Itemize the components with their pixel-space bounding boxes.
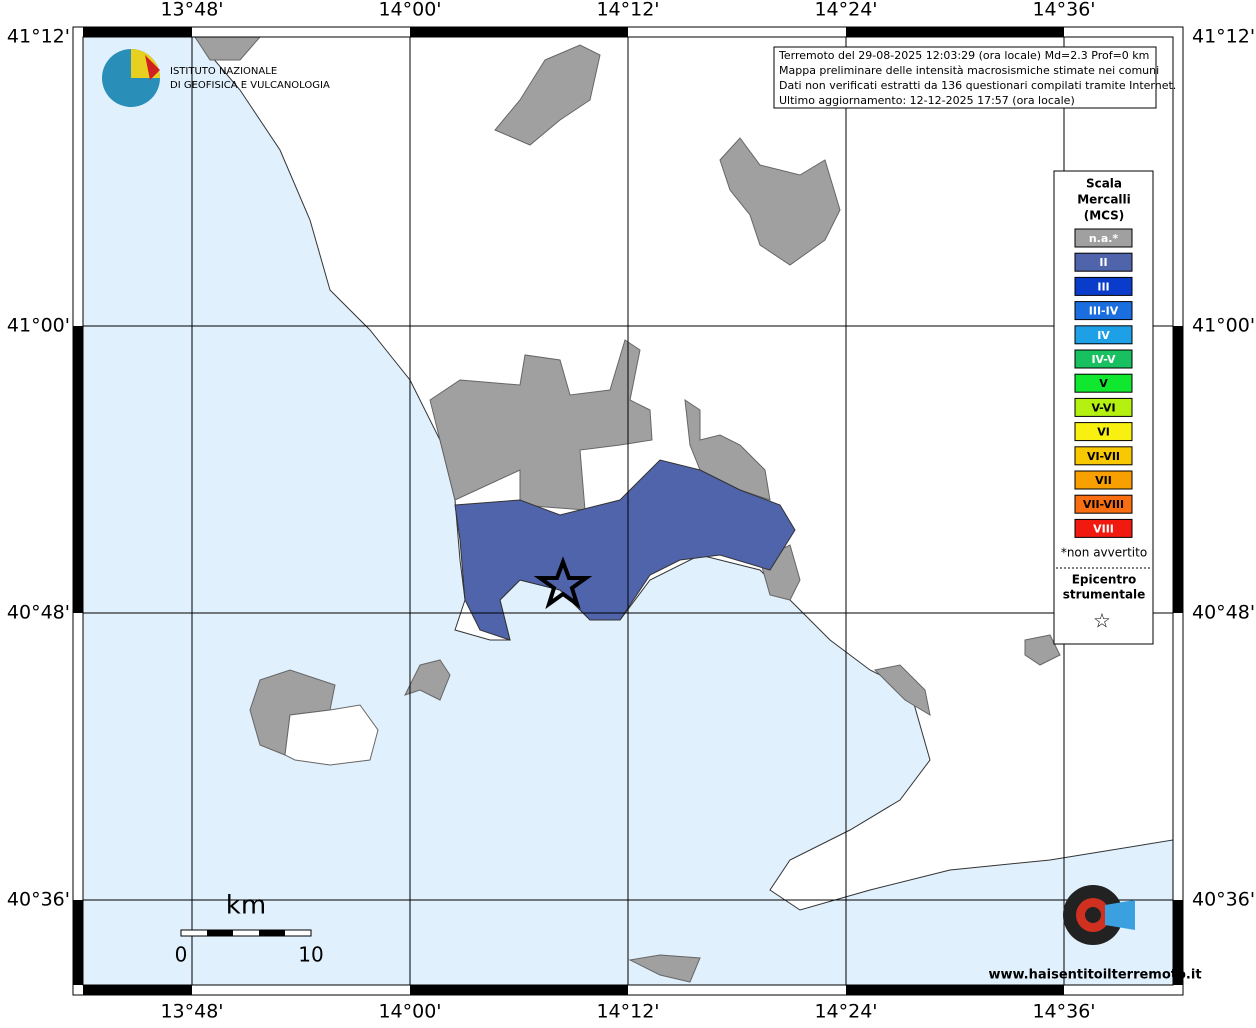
lon-label: 14°00' [378, 1001, 441, 1023]
logo-globe [102, 49, 160, 107]
scale-bar [180, 929, 312, 937]
legend-swatch [1074, 276, 1133, 296]
lon-label: 14°24' [814, 1001, 877, 1023]
legend-epicenter-symbol: ☆ [1093, 609, 1111, 633]
lon-label: 14°36' [1032, 0, 1095, 21]
lon-label: 14°24' [814, 0, 877, 21]
legend-swatch [1074, 325, 1133, 345]
lat-label: 40°48' [7, 602, 70, 624]
scale-unit: km [226, 891, 266, 921]
logo-text: DI GEOFISICA E VULCANOLOGIA [170, 80, 330, 91]
frame [72, 26, 1184, 996]
legend-label: IV-V [1091, 353, 1116, 366]
lon-label: 13°48' [160, 0, 223, 21]
municipalities-ii [454, 459, 796, 641]
legend-label: III [1097, 280, 1109, 293]
municipalities-na [194, 36, 1061, 983]
legend-label: III-IV [1089, 305, 1119, 318]
legend-note: *non avvertito [1061, 546, 1147, 560]
lat-label: 40°36' [7, 889, 70, 911]
ischia-white [284, 704, 379, 766]
legend-swatch [1074, 228, 1133, 248]
legend-title: Mercalli [1077, 193, 1131, 207]
legend-label: IV [1097, 329, 1110, 342]
legend-label: VII [1095, 474, 1112, 487]
logo-text: ISTITUTO NAZIONALE [170, 66, 277, 77]
legend-label: VIII [1093, 522, 1114, 535]
legend-label: VI-VII [1087, 450, 1120, 463]
info-line: Ultimo aggiornamento: 12-12-2025 17:57 (… [779, 94, 1075, 107]
info-box [773, 46, 1157, 109]
legend-swatch [1074, 252, 1133, 272]
legend-swatch [1074, 373, 1133, 393]
info-line: Mappa preliminare delle intensità macros… [779, 64, 1159, 77]
lon-label: 14°00' [378, 0, 441, 21]
info-line: Dati non verificati estratti da 136 ques… [779, 79, 1176, 92]
lat-label: 40°48' [1192, 602, 1255, 624]
legend-label: VI [1097, 426, 1110, 439]
legend-swatch [1074, 397, 1133, 417]
lat-label: 40°36' [1192, 889, 1255, 911]
legend-swatch [1074, 301, 1133, 321]
watermark-logo [1063, 885, 1135, 945]
lon-label: 14°12' [596, 1001, 659, 1023]
lon-label: 13°48' [160, 1001, 223, 1023]
lon-label: 14°12' [596, 0, 659, 21]
legend-swatch [1074, 349, 1133, 369]
lat-label: 41°00' [7, 315, 70, 337]
watermark: www.haisentitoilterremoto.it [988, 968, 1201, 983]
lat-label: 41°12' [1192, 26, 1255, 48]
legend-epicenter: Epicentro [1072, 573, 1137, 587]
legend-label: V-VI [1091, 401, 1115, 414]
legend-epicenter: strumentale [1063, 588, 1146, 602]
legend-swatch [1074, 446, 1133, 466]
epicenter [533, 556, 593, 610]
legend-title: (MCS) [1084, 209, 1125, 223]
legend-swatch [1074, 422, 1133, 442]
lat-label: 41°12' [7, 26, 70, 48]
legend-label: n.a.* [1089, 232, 1119, 245]
lon-label: 14°36' [1032, 1001, 1095, 1023]
lat-label: 41°00' [1192, 315, 1255, 337]
legend-title: Scala [1086, 177, 1122, 191]
scale-end: 10 [298, 943, 323, 967]
legend-label: V [1099, 377, 1108, 390]
legend-swatch [1074, 494, 1133, 514]
legend-label: II [1099, 256, 1107, 269]
scale-start: 0 [175, 943, 188, 967]
legend-label: VII-VIII [1083, 498, 1124, 511]
info-line: Terremoto del 29-08-2025 12:03:29 (ora l… [778, 49, 1149, 62]
legend-swatch [1074, 518, 1133, 538]
legend-swatch [1074, 470, 1133, 490]
